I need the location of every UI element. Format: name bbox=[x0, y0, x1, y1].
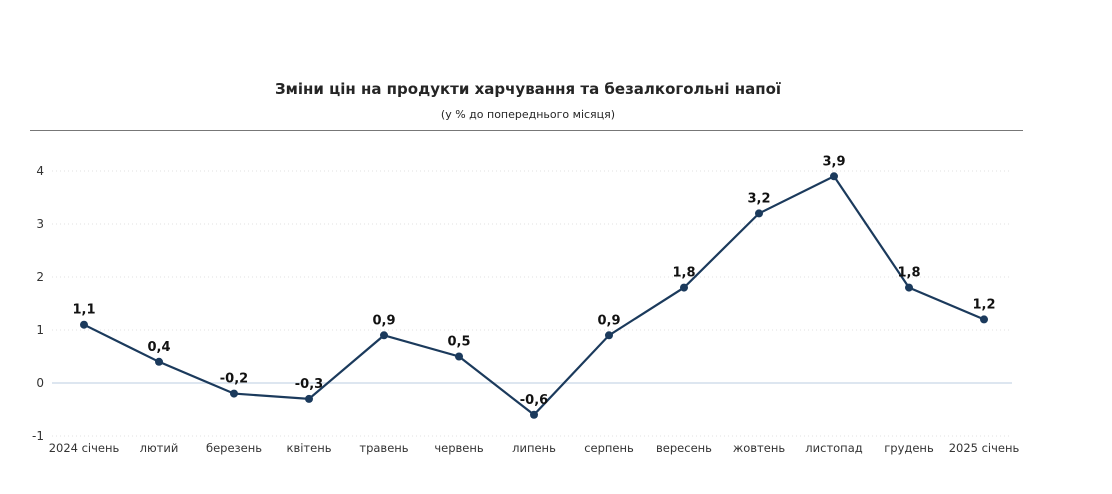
x-tick-label: липень bbox=[512, 441, 556, 455]
x-tick-label: листопад bbox=[805, 441, 862, 455]
data-point bbox=[155, 357, 163, 366]
data-point bbox=[305, 394, 313, 403]
data-label: -0,3 bbox=[295, 377, 323, 392]
data-point bbox=[905, 283, 913, 292]
x-tick-label: 2024 січень bbox=[49, 441, 120, 455]
data-label: 0,9 bbox=[372, 313, 395, 328]
x-tick-label: лютий bbox=[140, 441, 179, 455]
x-tick-label: вересень bbox=[656, 441, 712, 455]
x-tick-label: жовтень bbox=[733, 441, 785, 455]
chart-subtitle: (у % до попереднього місяця) bbox=[440, 108, 616, 121]
x-tick-label: грудень bbox=[884, 441, 934, 455]
data-label: 3,9 bbox=[822, 154, 845, 169]
y-tick-label: 2 bbox=[36, 270, 44, 284]
data-label: 1,2 bbox=[972, 297, 995, 312]
data-point bbox=[530, 410, 538, 419]
y-tick-label: -1 bbox=[32, 429, 44, 443]
y-tick-label: 1 bbox=[36, 323, 44, 337]
x-tick-label: 2025 січень bbox=[949, 441, 1020, 455]
data-label: 0,5 bbox=[447, 335, 470, 350]
data-point bbox=[80, 320, 88, 329]
data-label: 1,8 bbox=[897, 266, 920, 281]
data-label: 0,9 bbox=[597, 313, 620, 328]
data-point bbox=[680, 283, 688, 292]
x-tick-label: серпень bbox=[584, 441, 634, 455]
x-tick-label: червень bbox=[434, 441, 484, 455]
data-label: 0,4 bbox=[147, 340, 170, 355]
x-tick-label: квітень bbox=[287, 441, 332, 455]
data-label: 3,2 bbox=[747, 191, 770, 206]
x-tick-label: березень bbox=[206, 441, 262, 455]
chart-title: Зміни цін на продукти харчування та беза… bbox=[274, 80, 782, 98]
data-label: -0,6 bbox=[520, 393, 548, 408]
data-point bbox=[980, 315, 988, 324]
data-point bbox=[455, 352, 463, 361]
data-label: -0,2 bbox=[220, 372, 248, 387]
y-tick-label: 4 bbox=[36, 164, 44, 178]
data-label: 1,8 bbox=[672, 266, 695, 281]
x-tick-label: травень bbox=[359, 441, 408, 455]
data-point bbox=[380, 331, 388, 340]
data-point bbox=[605, 331, 613, 340]
data-point bbox=[755, 209, 763, 218]
y-tick-label: 0 bbox=[36, 376, 44, 390]
data-point bbox=[830, 172, 838, 181]
data-point bbox=[230, 389, 238, 398]
data-label: 1,1 bbox=[72, 303, 95, 318]
y-tick-label: 3 bbox=[36, 217, 44, 231]
title-divider bbox=[30, 130, 1023, 131]
